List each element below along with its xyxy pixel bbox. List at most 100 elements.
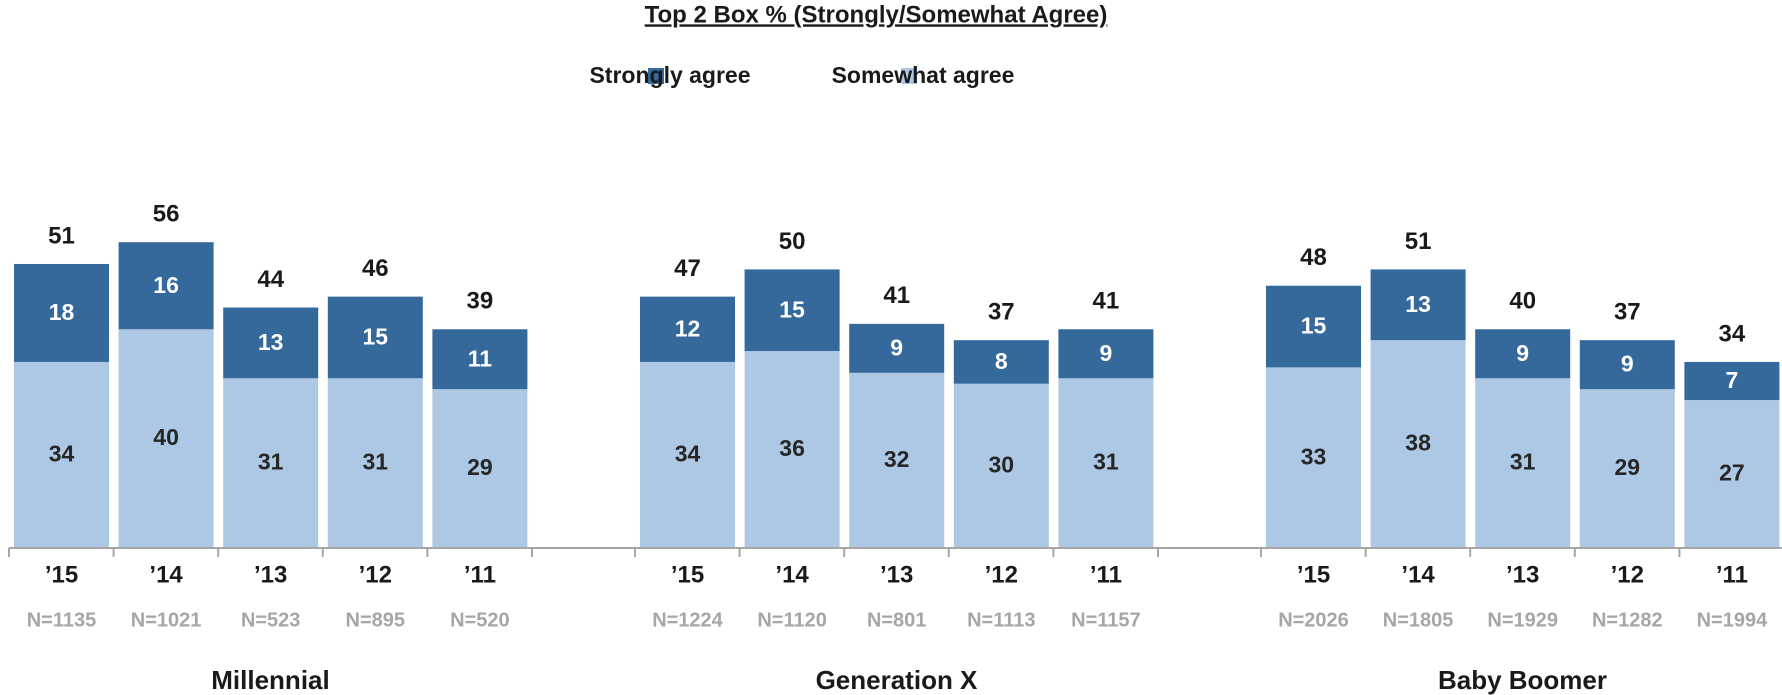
segment-label: 38 xyxy=(1405,430,1431,456)
total-label: 37 xyxy=(1614,299,1641,326)
segment-label: 9 xyxy=(890,334,903,360)
n-label: N=523 xyxy=(241,609,301,631)
x-tick-label: ’13 xyxy=(254,561,287,588)
segment-label: 9 xyxy=(1100,340,1113,366)
x-tick-label: ’15 xyxy=(1297,561,1330,588)
segment-label: 27 xyxy=(1719,460,1745,486)
n-label: N=1120 xyxy=(757,609,827,631)
group-label: Millennial xyxy=(211,665,329,695)
n-label: N=801 xyxy=(867,609,927,631)
bar-segment xyxy=(14,263,109,362)
segment-label: 40 xyxy=(153,424,179,450)
segment-label: 31 xyxy=(363,449,389,475)
bar-segment xyxy=(953,383,1049,547)
legend-swatch xyxy=(648,68,664,84)
x-tick-label: ’11 xyxy=(1716,561,1748,588)
x-tick-label: ’14 xyxy=(1401,561,1435,588)
n-label: N=1805 xyxy=(1383,609,1454,631)
bar-segment xyxy=(1266,285,1361,368)
segment-label: 32 xyxy=(884,446,910,472)
n-label: N=1224 xyxy=(652,609,723,631)
bar-segment xyxy=(118,242,214,330)
group-label: Generation X xyxy=(816,665,978,695)
n-label: N=1113 xyxy=(967,609,1035,631)
n-label: N=520 xyxy=(450,609,510,631)
total-label: 48 xyxy=(1300,244,1327,271)
x-tick-label: ’13 xyxy=(880,561,913,588)
n-label: N=1994 xyxy=(1697,609,1768,631)
bar-segment xyxy=(1058,329,1154,379)
total-label: 41 xyxy=(1093,288,1120,315)
legend-label: Strongly agree xyxy=(589,62,750,88)
x-tick-label: ’14 xyxy=(775,561,809,588)
n-label: N=2026 xyxy=(1278,609,1349,631)
total-label: 44 xyxy=(257,266,284,293)
segment-label: 29 xyxy=(467,454,493,480)
bar-segment xyxy=(327,296,423,379)
total-label: 39 xyxy=(467,288,494,315)
total-label: 51 xyxy=(1405,228,1432,255)
n-label: N=1021 xyxy=(131,609,202,631)
segment-label: 9 xyxy=(1516,340,1529,366)
x-tick-label: ’15 xyxy=(671,561,704,588)
segment-label: 34 xyxy=(49,441,75,467)
total-label: 40 xyxy=(1509,288,1536,315)
legend-swatch xyxy=(901,68,917,84)
legend-label: Somewhat agree xyxy=(832,62,1015,88)
bar-segment xyxy=(744,351,840,547)
x-tick-label: ’12 xyxy=(359,561,392,588)
bar-segment xyxy=(849,372,945,547)
bar-segment xyxy=(223,378,319,547)
x-tick-label: ’15 xyxy=(45,561,78,588)
segment-label: 9 xyxy=(1621,351,1634,377)
chart-title: Top 2 Box % (Strongly/Somewhat Agree) xyxy=(645,1,1108,28)
bar-segment xyxy=(223,307,319,379)
bar-segment xyxy=(432,389,528,547)
segment-label: 34 xyxy=(675,441,701,467)
bar-segment xyxy=(1579,389,1675,547)
segment-label: 7 xyxy=(1726,367,1739,393)
bar-segment xyxy=(1579,340,1675,390)
total-label: 51 xyxy=(48,222,75,249)
segment-label: 15 xyxy=(1301,313,1327,339)
bar-segment xyxy=(1475,378,1571,547)
bar-segment xyxy=(744,269,840,352)
bar-segment xyxy=(1370,340,1466,547)
segment-label: 11 xyxy=(468,345,493,371)
total-label: 46 xyxy=(362,255,389,282)
bar-segment xyxy=(1684,361,1780,401)
bar-segment xyxy=(118,329,214,547)
x-tick-label: ’11 xyxy=(1090,561,1122,588)
bar-segment xyxy=(432,329,528,390)
bar-segment xyxy=(849,323,945,373)
segment-label: 13 xyxy=(1405,291,1431,317)
segment-label: 33 xyxy=(1301,443,1327,469)
bar-segment xyxy=(1370,269,1466,341)
total-label: 41 xyxy=(883,282,910,309)
segment-label: 31 xyxy=(1093,449,1119,475)
bar-segment xyxy=(1475,329,1571,379)
segment-label: 13 xyxy=(258,329,284,355)
segment-label: 30 xyxy=(989,451,1015,477)
segment-label: 8 xyxy=(995,348,1008,374)
segment-label: 29 xyxy=(1615,454,1641,480)
segment-label: 15 xyxy=(363,324,389,350)
x-tick-label: ’12 xyxy=(985,561,1018,588)
group-label: Baby Boomer xyxy=(1438,665,1607,695)
total-label: 37 xyxy=(988,299,1015,326)
bar-segment xyxy=(1058,378,1154,547)
segment-label: 15 xyxy=(779,296,805,322)
bar-segment xyxy=(953,340,1049,384)
total-label: 56 xyxy=(153,201,180,228)
bar-segment xyxy=(1266,367,1361,547)
segment-label: 31 xyxy=(1510,449,1536,475)
bar-segment xyxy=(640,361,735,547)
n-label: N=1157 xyxy=(1071,609,1141,631)
n-label: N=1282 xyxy=(1592,609,1663,631)
segment-label: 36 xyxy=(779,435,805,461)
total-label: 34 xyxy=(1719,320,1746,347)
x-tick-label: ’12 xyxy=(1611,561,1644,588)
x-tick-label: ’13 xyxy=(1506,561,1539,588)
bar-segment xyxy=(1684,400,1780,547)
